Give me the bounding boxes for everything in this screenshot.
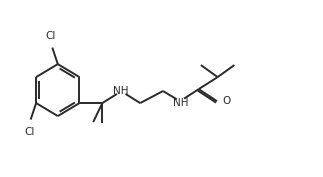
Text: NH: NH: [113, 86, 129, 96]
Text: NH: NH: [173, 98, 188, 108]
Text: Cl: Cl: [46, 31, 56, 41]
Text: Cl: Cl: [24, 127, 34, 136]
Text: O: O: [223, 96, 231, 106]
